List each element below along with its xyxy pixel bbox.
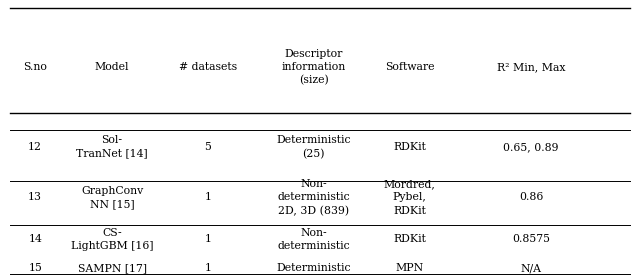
Text: 14: 14 (28, 234, 42, 244)
Text: 0.65, 0.89: 0.65, 0.89 (504, 142, 559, 152)
Text: 0.8575: 0.8575 (512, 234, 550, 244)
Text: Sol-
TranNet [14]: Sol- TranNet [14] (76, 136, 148, 158)
Text: 13: 13 (28, 192, 42, 202)
Text: N/A: N/A (521, 263, 541, 273)
Text: MPN: MPN (396, 263, 424, 273)
Text: 1: 1 (205, 263, 211, 273)
Text: # datasets: # datasets (179, 62, 237, 72)
Text: Deterministic
(25): Deterministic (25) (276, 135, 351, 159)
Text: Descriptor
information
(size): Descriptor information (size) (282, 49, 346, 86)
Text: S.no: S.no (23, 62, 47, 72)
Text: SAMPN [17]: SAMPN [17] (77, 263, 147, 273)
Text: 5: 5 (205, 142, 211, 152)
Text: R² Min, Max: R² Min, Max (497, 62, 566, 72)
Text: 0.86: 0.86 (519, 192, 543, 202)
Text: RDKit: RDKit (393, 142, 426, 152)
Text: CS-
LightGBM [16]: CS- LightGBM [16] (71, 228, 153, 251)
Text: 12: 12 (28, 142, 42, 152)
Text: Mordred,
Pybel,
RDKit: Mordred, Pybel, RDKit (383, 179, 436, 216)
Text: Deterministic: Deterministic (276, 263, 351, 273)
Text: Model: Model (95, 62, 129, 72)
Text: Software: Software (385, 62, 435, 72)
Text: 1: 1 (205, 234, 211, 244)
Text: 1: 1 (205, 192, 211, 202)
Text: RDKit: RDKit (393, 234, 426, 244)
Text: GraphConv
NN [15]: GraphConv NN [15] (81, 186, 143, 209)
Text: Non-
deterministic: Non- deterministic (277, 228, 350, 251)
Text: 15: 15 (28, 263, 42, 273)
Text: Non-
deterministic
2D, 3D (839): Non- deterministic 2D, 3D (839) (277, 179, 350, 216)
